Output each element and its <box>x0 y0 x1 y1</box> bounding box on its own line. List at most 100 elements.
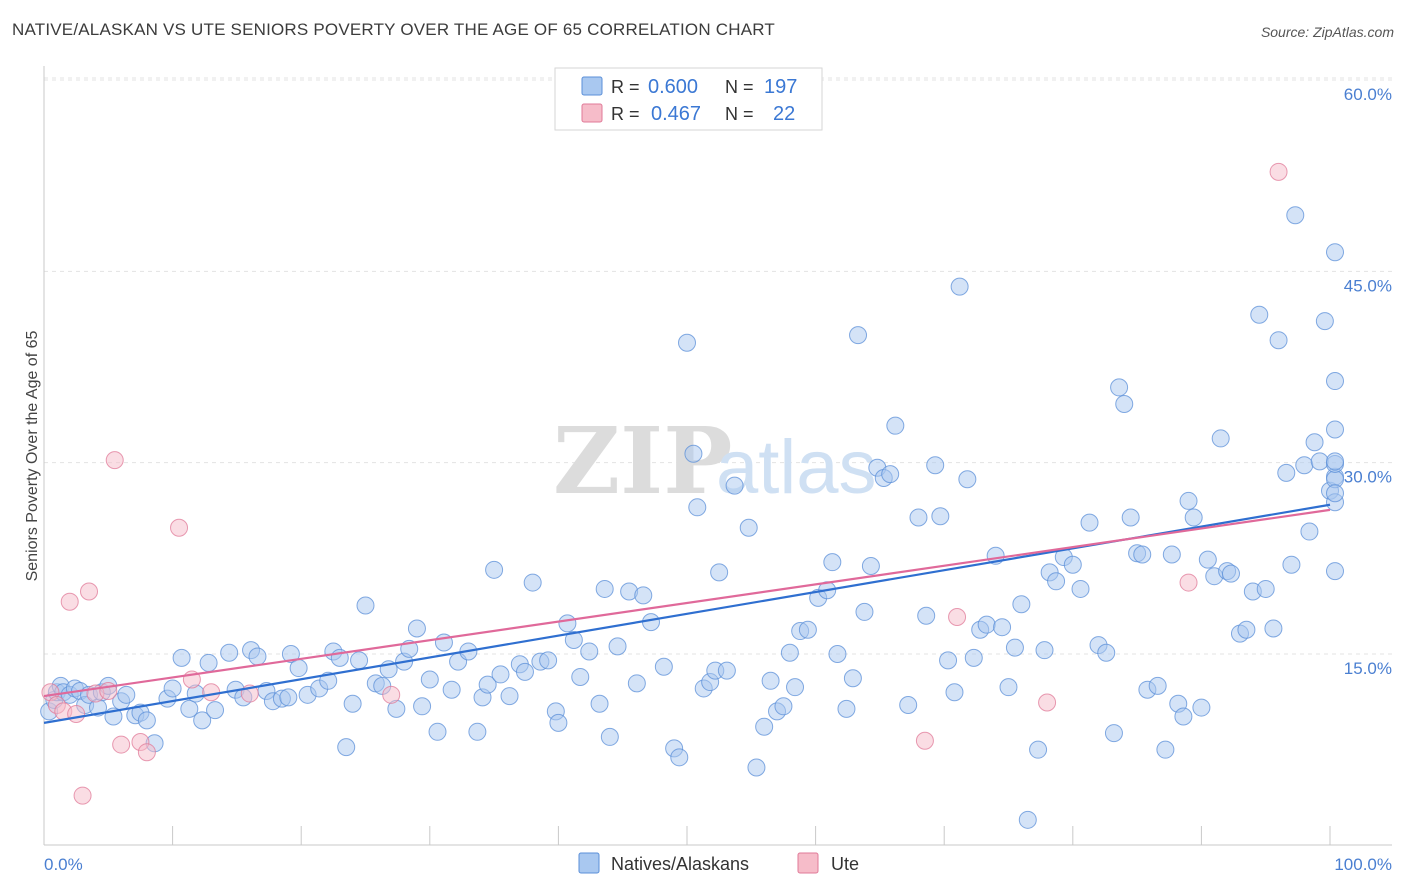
natives-point-21 <box>163 679 182 698</box>
natives-point-151 <box>1110 378 1129 397</box>
natives-point-47 <box>356 596 375 615</box>
y-tick-label-60: 60.0% <box>1344 85 1392 104</box>
natives-point-141 <box>1035 641 1054 660</box>
natives-point-133 <box>977 615 996 634</box>
natives-point-175 <box>1264 619 1283 638</box>
natives-point-162 <box>1179 491 1198 510</box>
legend-n-value-natives: 197 <box>764 76 797 98</box>
natives-point-136 <box>999 678 1018 697</box>
natives-point-190 <box>1326 484 1344 503</box>
legend-swatch-natives <box>581 76 603 96</box>
natives-point-167 <box>1211 429 1230 448</box>
natives-point-126 <box>931 507 950 526</box>
natives-point-91 <box>684 444 703 463</box>
natives-point-55 <box>413 697 432 716</box>
legend-r-label-ute: R = <box>611 104 640 124</box>
natives-point-131 <box>964 648 983 667</box>
watermark-zip: ZIP <box>553 407 732 515</box>
y-axis-label: Seniors Poverty Over the Age of 65 <box>24 331 41 582</box>
ute-point-15 <box>202 683 221 702</box>
natives-point-66 <box>491 665 510 684</box>
natives-point-59 <box>442 680 461 699</box>
natives-point-145 <box>1063 555 1082 574</box>
natives-point-98 <box>725 476 744 495</box>
natives-point-143 <box>1047 572 1066 591</box>
natives-point-169 <box>1221 564 1240 583</box>
natives-point-128 <box>945 683 964 702</box>
natives-point-67 <box>500 687 519 706</box>
legend-r-value-ute: 0.467 <box>651 103 701 125</box>
natives-point-97 <box>717 661 736 680</box>
natives-point-86 <box>641 613 660 632</box>
ute-point-20 <box>1038 693 1057 712</box>
natives-point-56 <box>420 670 439 689</box>
legend: R = 0.600 N = 197 R = 0.467 N = 22 <box>554 67 823 131</box>
natives-point-38 <box>289 659 308 678</box>
chart-title: NATIVE/ALASKAN VS UTE SENIORS POVERTY OV… <box>12 20 775 39</box>
natives-point-65 <box>485 560 504 579</box>
natives-point-96 <box>710 563 729 582</box>
natives-point-72 <box>539 651 558 670</box>
ute-point-18 <box>915 731 934 750</box>
natives-point-174 <box>1256 579 1275 598</box>
bottom-legend-swatch-ute <box>797 852 819 874</box>
bottom-legend-label-ute: Ute <box>831 854 859 874</box>
natives-point-178 <box>1282 555 1301 574</box>
natives-point-104 <box>774 697 793 716</box>
legend-r-label-natives: R = <box>611 77 640 97</box>
natives-point-117 <box>861 556 880 575</box>
natives-point-152 <box>1115 394 1134 413</box>
natives-point-195 <box>1326 243 1344 262</box>
natives-point-89 <box>670 748 689 767</box>
natives-point-81 <box>600 727 619 746</box>
natives-point-82 <box>608 637 627 656</box>
natives-point-99 <box>739 518 758 537</box>
natives-point-180 <box>1295 456 1314 475</box>
natives-point-15 <box>117 685 136 704</box>
natives-point-36 <box>279 688 298 707</box>
ute-point-13 <box>170 518 189 537</box>
ute-point-12 <box>137 743 156 762</box>
x-tick-label-max: 100.0% <box>1334 855 1392 874</box>
ute-point-4 <box>67 704 86 723</box>
legend-n-label-natives: N = <box>725 77 754 97</box>
natives-point-137 <box>1005 638 1024 657</box>
natives-point-28 <box>220 643 239 662</box>
natives-point-76 <box>564 630 583 649</box>
series-ute <box>41 162 1288 805</box>
natives-point-18 <box>137 711 156 730</box>
ute-point-17 <box>382 685 401 704</box>
y-tick-label-30: 30.0% <box>1344 468 1392 487</box>
natives-point-130 <box>958 470 977 489</box>
natives-point-171 <box>1237 620 1256 639</box>
natives-point-74 <box>549 713 568 732</box>
natives-point-106 <box>786 678 805 697</box>
natives-point-105 <box>780 643 799 662</box>
natives-point-113 <box>837 699 856 718</box>
bottom-legend: Natives/Alaskans Ute <box>578 852 859 874</box>
natives-point-187 <box>1326 562 1344 581</box>
natives-point-62 <box>468 722 487 741</box>
natives-point-177 <box>1277 463 1296 482</box>
natives-point-146 <box>1071 579 1090 598</box>
natives-point-122 <box>899 696 918 715</box>
natives-point-161 <box>1174 707 1193 726</box>
trend-line-ute <box>43 508 1331 698</box>
natives-point-150 <box>1104 724 1123 743</box>
ute-point-10 <box>112 735 131 754</box>
natives-point-57 <box>428 722 447 741</box>
natives-point-79 <box>590 694 609 713</box>
natives-point-157 <box>1148 676 1167 695</box>
natives-point-69 <box>515 662 534 681</box>
ute-point-3 <box>60 592 79 611</box>
natives-point-85 <box>634 586 653 605</box>
natives-point-26 <box>199 653 218 672</box>
natives-point-163 <box>1184 508 1203 527</box>
bottom-legend-swatch-natives <box>578 852 600 874</box>
natives-point-54 <box>407 619 426 638</box>
legend-n-value-ute: 22 <box>773 103 795 125</box>
natives-point-147 <box>1080 513 1099 532</box>
natives-point-108 <box>798 620 817 639</box>
trend-lines <box>43 503 1331 724</box>
natives-point-140 <box>1029 740 1048 759</box>
